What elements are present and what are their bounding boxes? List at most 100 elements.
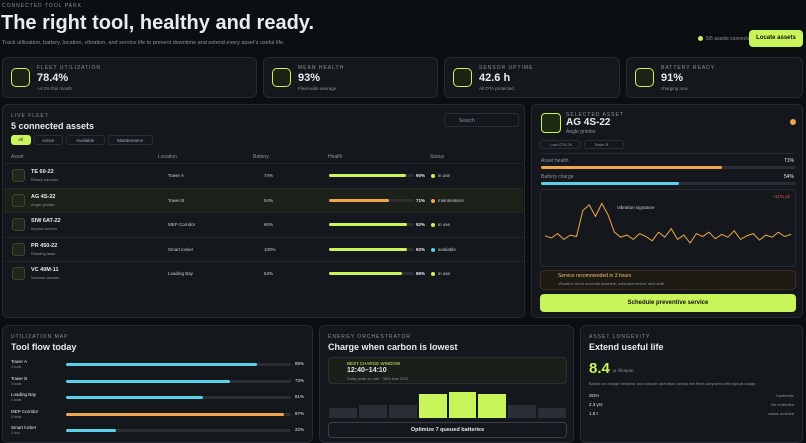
kpi-label: FLEET UTILIZATION (37, 65, 102, 71)
energy-bar (538, 408, 566, 418)
zone-label: 61% (295, 394, 305, 399)
metric-value: life extended (771, 402, 794, 407)
zone-note: 2 tools (11, 398, 22, 402)
page-title: The right tool, healthy and ready. (1, 12, 314, 34)
kpi-icon (635, 68, 654, 87)
zone-bar (66, 412, 285, 416)
window-label: BEST CHARGE WINDOW (347, 361, 401, 366)
energy-bar (388, 405, 417, 418)
status: in use (438, 271, 451, 276)
health-label: 71% (416, 197, 426, 203)
asset-type: Rotary hammer (31, 177, 59, 182)
zone-label: 85% (295, 361, 305, 366)
health-bar (329, 198, 390, 202)
service-button[interactable]: Schedule preventive service (540, 294, 796, 312)
health-track (329, 174, 414, 177)
table-row: AG 4S-22 Angle grinder Tower B 54% 71% mainte… (4, 187, 523, 212)
health-bar (329, 223, 408, 226)
energy-bar (329, 408, 357, 418)
vibration-line (544, 202, 792, 244)
lifespan-unit: yr lifespan (613, 368, 634, 373)
zone-track (66, 379, 291, 383)
asset-type: Angle grinder (31, 201, 55, 207)
battery: 63% (264, 271, 274, 276)
health-track (329, 247, 414, 251)
zone-bar (66, 429, 116, 432)
asset-type: Rotating laser (31, 250, 56, 256)
zone-name: Loading Bay (11, 392, 37, 397)
kpi-label: SENSOR UPTIME (479, 65, 534, 71)
kpi-note: All OTA protected (479, 86, 514, 91)
battery-bar (541, 182, 679, 185)
window-box (328, 357, 567, 384)
column-header: Location (158, 154, 177, 160)
eyebrow: CONNECTED TOOL PARK (2, 3, 82, 9)
asset-icon (541, 113, 561, 133)
alert-note: Vibration trend exceeds baseline; schedu… (558, 281, 665, 286)
panel-title: Extend useful life (589, 342, 664, 352)
kpi-value: 93% (298, 72, 321, 84)
longevity-panel: ASSET LONGEVITY Extend useful life 8.4 y… (580, 325, 803, 443)
asset-name: TE 60-22 (31, 169, 54, 175)
chart-box (540, 189, 796, 267)
energy-bar (448, 391, 477, 418)
status: 5/5 assets connected (706, 36, 754, 42)
description: Based on charge behavior and smooth oper… (589, 381, 757, 386)
location: Tower A (168, 173, 185, 178)
battery-track (541, 182, 796, 185)
health-label: 86% (416, 271, 426, 276)
chip: Last OTA 2h (540, 140, 580, 149)
health-bar (541, 166, 723, 169)
zone-name: Tower A (11, 359, 28, 364)
health-label: Asset health (541, 158, 569, 164)
selected-panel: SELECTED ASSET AG 4S-22 Angle grinder As… (531, 104, 803, 318)
asset-name: AG 4S-22 (566, 117, 611, 128)
alert-title: Service recommended in 3 hours (558, 273, 632, 279)
kpi-card: SENSOR UPTIME 42.6 h All OTA protected (444, 57, 620, 98)
asset-type: Angle grinder (566, 129, 596, 135)
zone-label: 22% (295, 427, 305, 432)
zone-bar (66, 363, 258, 366)
fleet-panel: LIVE FLEET 5 connected assets Search All… (2, 104, 525, 318)
kpi-card: FLEET UTILIZATION 78.4% +4.2% this month (2, 57, 257, 98)
asset-icon (12, 267, 25, 280)
kpi-note: charging now (661, 86, 688, 91)
metric-label: 1.8 t (589, 411, 598, 416)
kpi-card: MEAN HEALTH 93% Fleet-wide average (263, 57, 438, 98)
battery: 54% (264, 197, 274, 203)
zone-bar (66, 396, 204, 399)
asset-name: SIW 6AT-22 (31, 218, 61, 224)
filter-chip[interactable]: Available (65, 135, 105, 145)
table-row: TE 60-22 Rotary hammer Tower A 74% 90% in use (4, 163, 523, 187)
column-header: Battery (253, 154, 269, 160)
zone-track (66, 396, 291, 399)
zone-track (66, 363, 291, 366)
optimize-button[interactable]: Optimize 7 queued batteries (328, 422, 567, 438)
health-label: 90% (416, 173, 426, 178)
divider (540, 153, 796, 154)
filter-chip[interactable]: All (11, 135, 31, 145)
filter-chip[interactable]: Maintenance (107, 135, 153, 145)
location: Tower B (168, 197, 185, 203)
zone-name: MEP Corridor (11, 408, 39, 414)
locate-button[interactable]: Locate assets (749, 30, 803, 47)
metric-label: SOH (589, 393, 599, 398)
metric-value: Hysteretic (776, 393, 794, 398)
zone-track (66, 429, 291, 432)
health-track (329, 198, 414, 202)
health-bar (329, 174, 406, 177)
table-row: VC 40M-11 Vacuum cleaner Loading Bay 63% 86%… (4, 261, 523, 285)
table-row: SIW 6AT-22 Impact wrench MEP Corridor 60% 92… (4, 212, 523, 236)
battery: 60% (264, 222, 274, 227)
energy-bar (418, 394, 447, 418)
asset-icon (12, 169, 25, 182)
column-header: Asset (11, 154, 24, 160)
search[interactable]: Search (444, 113, 519, 127)
filter-chip[interactable]: Active (33, 135, 63, 145)
asset-icon (12, 193, 25, 207)
status-dot (698, 36, 703, 41)
asset-name: AG 4S-22 (31, 193, 56, 200)
kpi-value: 91% (661, 72, 684, 84)
status-dot (431, 174, 435, 178)
